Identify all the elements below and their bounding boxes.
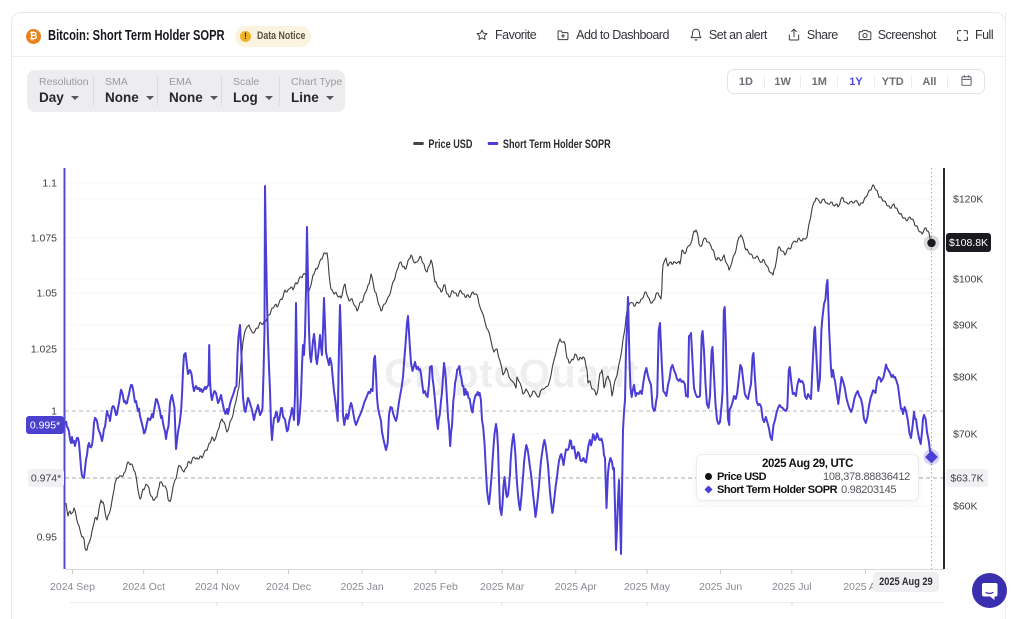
svg-text:$63.7K: $63.7K — [950, 473, 983, 485]
svg-text:0.974*: 0.974* — [31, 473, 61, 485]
svg-text:2025 May: 2025 May — [624, 581, 671, 593]
svg-text:1.1: 1.1 — [42, 178, 57, 190]
svg-text:$80K: $80K — [953, 372, 978, 384]
svg-text:$70K: $70K — [953, 429, 978, 441]
svg-text:2025 Jul: 2025 Jul — [772, 581, 812, 593]
svg-text:2025 Mar: 2025 Mar — [480, 581, 525, 593]
svg-text:2025 Jan: 2025 Jan — [340, 581, 383, 593]
svg-text:2024 Sep: 2024 Sep — [50, 581, 95, 593]
svg-text:$120K: $120K — [953, 194, 983, 206]
svg-text:2024 Dec: 2024 Dec — [266, 581, 311, 593]
svg-text:2024 Nov: 2024 Nov — [195, 581, 241, 593]
svg-text:1.025: 1.025 — [31, 344, 57, 356]
svg-text:1: 1 — [51, 406, 57, 418]
svg-text:$100K: $100K — [953, 274, 983, 286]
svg-text:$60K: $60K — [953, 501, 978, 513]
svg-text:$108.8K: $108.8K — [949, 237, 988, 249]
svg-text:$90K: $90K — [953, 320, 978, 332]
svg-text:2024 Oct: 2024 Oct — [122, 581, 165, 593]
svg-text:1.075: 1.075 — [31, 233, 57, 245]
svg-text:2025 Apr: 2025 Apr — [555, 581, 598, 593]
svg-text:2025 Jun: 2025 Jun — [699, 581, 742, 593]
svg-text:1.05: 1.05 — [37, 288, 58, 300]
svg-text:0.95: 0.95 — [37, 532, 58, 544]
svg-text:2025 Feb: 2025 Feb — [414, 581, 459, 593]
svg-text:0.995*: 0.995* — [30, 420, 60, 432]
